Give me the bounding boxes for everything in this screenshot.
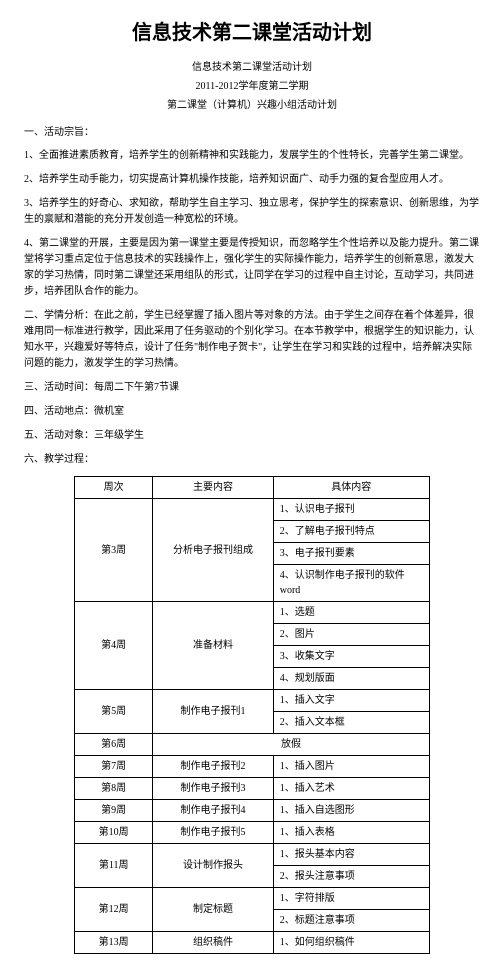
main-cell: 设计制作报头 [153,844,274,888]
subtitle-2: 2011-2012学年度第二学期 [24,79,480,94]
table-header-row: 周次 主要内容 具体内容 [75,477,430,499]
detail-cell: 2、标题注意事项 [273,910,429,932]
week-cell: 第5周 [75,690,153,734]
header-detail: 具体内容 [273,477,429,499]
header-week: 周次 [75,477,153,499]
table-row: 第11周设计制作报头1、报头基本内容 [75,844,430,866]
table-row: 第12周制定标题1、字符排版 [75,888,430,910]
week-cell: 第11周 [75,844,153,888]
main-cell: 准备材料 [153,602,274,690]
week-cell: 第3周 [75,499,153,602]
main-cell: 分析电子报刊组成 [153,499,274,602]
table-row: 第9周制作电子报刊41、插入自选图形 [75,800,430,822]
detail-cell: 1、插入表格 [273,822,429,844]
section-1-item-4: 4、第二课堂的开展，主要是因为第一课堂主要是传授知识，而忽略学生个性培养以及能力… [24,236,480,300]
detail-cell: 3、电子报刊要素 [273,543,429,565]
main-cell: 组织稿件 [153,932,274,954]
detail-cell: 1、插入图片 [273,756,429,778]
week-cell: 第10周 [75,822,153,844]
week-cell: 第4周 [75,602,153,690]
main-cell: 制作电子报刊2 [153,756,274,778]
detail-cell: 1、插入艺术 [273,778,429,800]
week-cell: 第6周 [75,734,153,756]
table-row: 第13周组织稿件1、如何组织稿件 [75,932,430,954]
section-4: 四、活动地点：微机室 [24,404,480,420]
table-row: 第6周放假 [75,734,430,756]
table-row: 第7周制作电子报刊21、插入图片 [75,756,430,778]
section-1-item-2: 2、培养学生动手能力，切实提高计算机操作技能，培养知识面广、动手力强的复合型应用… [24,172,480,188]
detail-cell: 1、认识电子报刊 [273,499,429,521]
main-cell: 制作电子报刊3 [153,778,274,800]
main-cell: 制作电子报刊4 [153,800,274,822]
detail-cell: 1、报头基本内容 [273,844,429,866]
page-title: 信息技术第二课堂活动计划 [24,18,480,48]
subtitle-3: 第二课堂（计算机）兴趣小组活动计划 [24,98,480,113]
detail-cell: 4、认识制作电子报刊的软件word [273,565,429,602]
header-main: 主要内容 [153,477,274,499]
table-row: 第8周制作电子报刊31、插入艺术 [75,778,430,800]
week-cell: 第8周 [75,778,153,800]
detail-cell: 1、插入文字 [273,690,429,712]
main-cell: 制作电子报刊1 [153,690,274,734]
subtitle-1: 信息技术第二课堂活动计划 [24,60,480,75]
table-row: 第10周制作电子报刊51、插入表格 [75,822,430,844]
table-row: 第3周分析电子报刊组成1、认识电子报刊 [75,499,430,521]
detail-cell: 2、了解电子报刊特点 [273,521,429,543]
detail-cell: 1、如何组织稿件 [273,932,429,954]
main-cell: 制定标题 [153,888,274,932]
week-cell: 第12周 [75,888,153,932]
section-1-item-1: 1、全面推进素质教育，培养学生的创新精神和实践能力，发展学生的个性特长，完善学生… [24,148,480,164]
week-cell: 第13周 [75,932,153,954]
detail-cell: 放假 [153,734,430,756]
detail-cell: 4、规划版面 [273,668,429,690]
week-cell: 第7周 [75,756,153,778]
table-row: 第5周制作电子报刊11、插入文字 [75,690,430,712]
schedule-table: 周次 主要内容 具体内容 第3周分析电子报刊组成1、认识电子报刊2、了解电子报刊… [74,476,430,954]
main-cell: 制作电子报刊5 [153,822,274,844]
detail-cell: 1、选题 [273,602,429,624]
section-1-item-3: 3、培养学生的好奇心、求知欲，帮助学生自主学习、独立思考，保护学生的探索意识、创… [24,196,480,228]
section-5: 五、活动对象：三年级学生 [24,428,480,444]
detail-cell: 2、插入文本框 [273,712,429,734]
detail-cell: 2、报头注意事项 [273,866,429,888]
section-2: 二、学情分析：在此之前，学生已经掌握了插入图片等对象的方法。由于学生之间存在着个… [24,308,480,372]
section-1-header: 一、活动宗旨： [24,125,480,140]
table-row: 第4周准备材料1、选题 [75,602,430,624]
detail-cell: 1、插入自选图形 [273,800,429,822]
detail-cell: 1、字符排版 [273,888,429,910]
section-3: 三、活动时间：每周二下午第7节课 [24,380,480,396]
week-cell: 第9周 [75,800,153,822]
detail-cell: 2、图片 [273,624,429,646]
detail-cell: 3、收集文字 [273,646,429,668]
section-6: 六、教学过程： [24,452,480,468]
